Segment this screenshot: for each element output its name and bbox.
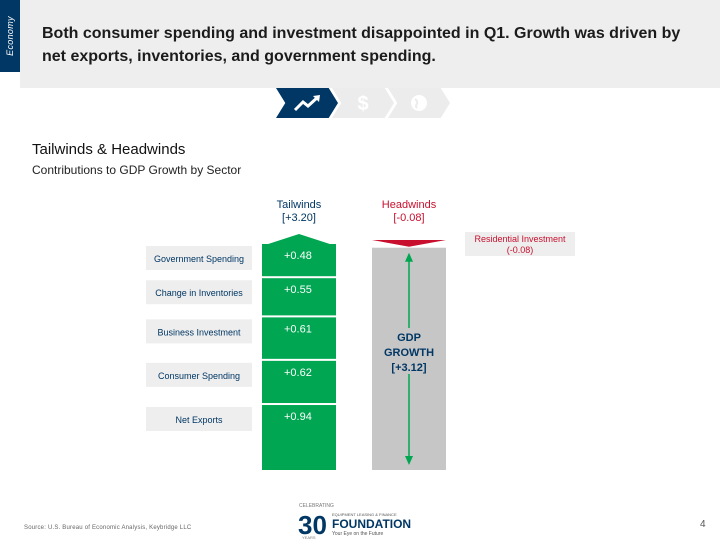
- sector-label-box: [146, 407, 252, 432]
- gdp-arrow-head-bottom: [405, 456, 413, 465]
- dollar-icon: $: [357, 93, 368, 114]
- svg-text:$: $: [357, 93, 368, 114]
- logo-tagline: Your Eye on the Future: [332, 531, 383, 537]
- gdp-arrow-head-top: [405, 252, 413, 262]
- sector-label: Business Investment: [157, 327, 241, 337]
- headwind-label-box: [465, 232, 575, 256]
- sector-label-box: [146, 319, 252, 344]
- gdp-label-line1: GDP: [397, 332, 421, 344]
- globe-icon: [411, 95, 427, 111]
- headwind-bar-residential-investment: [372, 240, 446, 247]
- headwind-label: Residential Investment: [474, 234, 566, 244]
- page-number: 4: [700, 519, 706, 530]
- tailwind-value-label: +0.94: [284, 411, 312, 423]
- tailwinds-total: [+3.20]: [282, 212, 316, 224]
- topic-nav: $: [276, 88, 450, 118]
- headwinds-total: [-0.08]: [393, 212, 424, 224]
- gdp-total-label: [+3.12]: [391, 362, 426, 374]
- header-band: [20, 0, 720, 88]
- logo-foundation: FOUNDATION: [332, 517, 411, 531]
- section-subtitle: Contributions to GDP Growth by Sector: [32, 163, 242, 177]
- tailwind-value-label: +0.61: [284, 323, 312, 335]
- headwinds-header: Headwinds: [382, 199, 437, 211]
- foundation-logo: CELEBRATING 30 YEARS EQUIPMENT LEASING &…: [298, 503, 411, 540]
- section-tab[interactable]: Economy: [0, 0, 20, 72]
- sector-label: Consumer Spending: [158, 371, 240, 381]
- source-note: Source: U.S. Bureau of Economic Analysis…: [24, 525, 192, 531]
- tailwind-value-label: +0.48: [284, 250, 312, 262]
- tailwind-bar-consumer-spending: [262, 360, 336, 404]
- tailwind-arrow-tip: [262, 234, 336, 246]
- logo-org-line: EQUIPMENT LEASING & FINANCE: [332, 512, 397, 517]
- gdp-label-line2: GROWTH: [384, 347, 434, 359]
- sector-label-box: [146, 246, 252, 270]
- tailwind-bar-government-spending: [262, 244, 336, 277]
- tailwind-bar-net-exports: [262, 405, 336, 470]
- sector-label-box: [146, 362, 252, 387]
- nav-dollar[interactable]: $: [332, 88, 394, 118]
- sector-label-box: [146, 280, 252, 305]
- tailwind-value-label: +0.62: [284, 367, 312, 379]
- gdp-label-backing: [383, 328, 435, 374]
- tailwind-value-label: +0.55: [284, 284, 312, 296]
- tailwind-bar-business-investment: [262, 317, 336, 359]
- logo-years-number: 30: [298, 510, 327, 540]
- logo-years-word: YEARS: [302, 535, 316, 540]
- chart-up-icon: [293, 95, 320, 112]
- logo-celebrating: CELEBRATING: [299, 503, 334, 509]
- headwind-value-label: (-0.08): [507, 245, 534, 255]
- nav-globe[interactable]: [388, 88, 450, 118]
- section-title: Tailwinds & Headwinds: [32, 141, 186, 158]
- sector-label: Change in Inventories: [155, 288, 243, 298]
- tailwind-bar-change-in-inventories: [262, 278, 336, 316]
- tailwinds-header: Tailwinds: [277, 199, 322, 211]
- sector-label: Net Exports: [175, 415, 223, 425]
- sector-label: Government Spending: [154, 254, 244, 264]
- nav-chart-up[interactable]: [276, 88, 338, 118]
- page-headline: Both consumer spending and investment di…: [42, 25, 681, 65]
